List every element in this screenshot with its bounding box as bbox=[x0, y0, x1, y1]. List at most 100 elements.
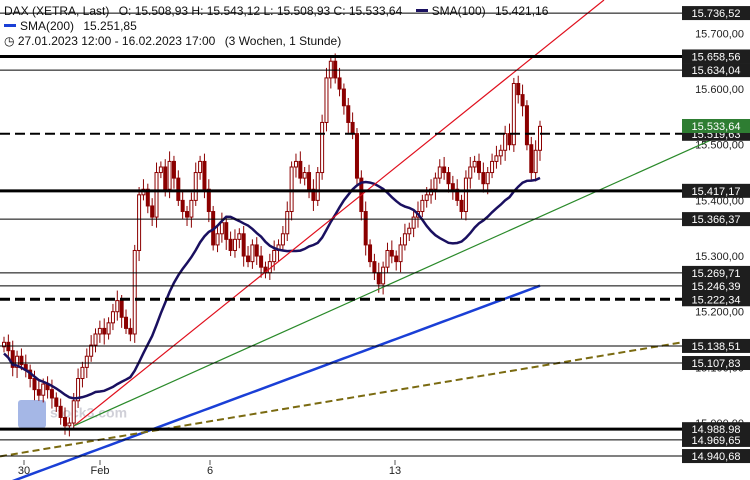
sma200-label: SMA(200) bbox=[20, 19, 75, 33]
candle-body bbox=[224, 222, 229, 240]
sma100-value: 15.421,16 bbox=[494, 4, 549, 18]
candle-body bbox=[529, 144, 534, 174]
candle-body bbox=[394, 255, 399, 263]
level-label-box bbox=[682, 338, 750, 353]
candle-body bbox=[503, 133, 508, 151]
candle-body bbox=[128, 327, 133, 335]
candle-body bbox=[328, 60, 333, 79]
candle-body bbox=[463, 177, 468, 213]
candle-body bbox=[132, 249, 137, 335]
candle-body bbox=[494, 155, 499, 162]
level-label: 15.222,34 bbox=[692, 294, 741, 306]
trendline-green bbox=[73, 121, 750, 427]
y-tick-label: 15.400,00 bbox=[695, 195, 744, 207]
candle-body bbox=[185, 211, 190, 218]
candle-body bbox=[468, 166, 473, 179]
candle-body bbox=[333, 60, 338, 79]
candle-body bbox=[372, 261, 377, 274]
candle-body bbox=[150, 205, 155, 218]
logo-icon bbox=[18, 400, 46, 428]
candle-body bbox=[246, 255, 251, 263]
candle-body bbox=[498, 149, 503, 157]
candle-body bbox=[102, 327, 107, 335]
candle-body bbox=[285, 211, 290, 235]
candle-body bbox=[481, 172, 486, 185]
candle-body bbox=[324, 77, 329, 123]
candle-body bbox=[289, 166, 294, 213]
chart-header: DAX (XETRA, Last) O: 15.508,93 H: 15.543… bbox=[4, 4, 548, 49]
candle-body bbox=[354, 133, 359, 179]
candle-body bbox=[302, 172, 307, 179]
level-label: 15.138,51 bbox=[692, 341, 741, 353]
candle-body bbox=[58, 405, 63, 418]
level-label: 15.366,37 bbox=[692, 214, 741, 226]
candle-body bbox=[171, 160, 176, 179]
period-label: (3 Wochen, 1 Stunde) bbox=[224, 34, 342, 48]
candle-body bbox=[36, 389, 41, 396]
watermark: stock3.com bbox=[18, 400, 127, 428]
candle-body bbox=[476, 160, 481, 174]
candle-body bbox=[490, 160, 495, 174]
level-label: 15.246,39 bbox=[692, 281, 741, 293]
candle-body bbox=[250, 244, 255, 263]
level-label-box bbox=[682, 422, 750, 437]
candle-body bbox=[228, 238, 233, 251]
candle-body bbox=[32, 378, 37, 391]
candle-body bbox=[206, 188, 211, 213]
candle-body bbox=[115, 300, 120, 313]
level-label: 15.736,52 bbox=[692, 8, 741, 20]
candle-body bbox=[84, 355, 89, 368]
candle-body bbox=[280, 233, 285, 246]
level-label-box bbox=[682, 49, 750, 64]
candle-body bbox=[89, 344, 94, 357]
y-tick-label: 15.200,00 bbox=[695, 307, 744, 319]
candle-body bbox=[15, 355, 20, 368]
candle-body bbox=[54, 397, 59, 407]
candle-body bbox=[450, 183, 455, 190]
sma200-line bbox=[11, 284, 541, 480]
header-row-2: SMA(200) 15.251,85 bbox=[4, 19, 548, 34]
sma100-line bbox=[3, 176, 541, 400]
candle-body bbox=[485, 172, 490, 185]
candle-body bbox=[520, 94, 525, 107]
candle-body bbox=[124, 316, 129, 329]
candle-body bbox=[219, 222, 224, 235]
candle-body bbox=[119, 300, 124, 318]
candle-body bbox=[215, 233, 220, 246]
candle-body bbox=[237, 233, 242, 240]
header-row-1: DAX (XETRA, Last) O: 15.508,93 H: 15.543… bbox=[4, 4, 548, 19]
candle-body bbox=[198, 160, 203, 174]
candle-body bbox=[442, 166, 447, 174]
candle-body bbox=[180, 199, 185, 213]
candle-body bbox=[137, 194, 142, 251]
candle-body bbox=[433, 177, 438, 190]
y-tick-label: 15.300,00 bbox=[695, 251, 744, 263]
candle-body bbox=[533, 149, 538, 174]
candle-body bbox=[538, 125, 542, 151]
candle-body bbox=[298, 160, 303, 179]
level-label-box bbox=[682, 6, 750, 21]
sma100-swatch bbox=[415, 9, 428, 13]
candle-body bbox=[259, 255, 264, 268]
candle-body bbox=[385, 249, 390, 268]
candle-body bbox=[516, 82, 521, 96]
candle-body bbox=[337, 77, 342, 90]
candle-body bbox=[97, 327, 102, 335]
level-label: 15.658,56 bbox=[692, 51, 741, 63]
candle-body bbox=[420, 199, 425, 213]
level-label-box bbox=[682, 449, 750, 464]
candle-body bbox=[10, 350, 15, 368]
candle-body bbox=[389, 249, 394, 257]
level-label-box bbox=[682, 292, 750, 307]
level-label: 15.417,17 bbox=[692, 186, 741, 198]
y-tick-label: 15.600,00 bbox=[695, 84, 744, 96]
candle-body bbox=[76, 378, 81, 402]
candle-body bbox=[459, 199, 464, 213]
last-price-label: 15.533,64 bbox=[692, 121, 741, 133]
header-row-3: ◷ 27.01.2023 12:00 - 16.02.2023 17:00 (3… bbox=[4, 34, 548, 49]
candle-body bbox=[2, 341, 6, 348]
last-price-box bbox=[682, 118, 750, 133]
level-label-box bbox=[682, 63, 750, 78]
candle-body bbox=[346, 105, 351, 123]
